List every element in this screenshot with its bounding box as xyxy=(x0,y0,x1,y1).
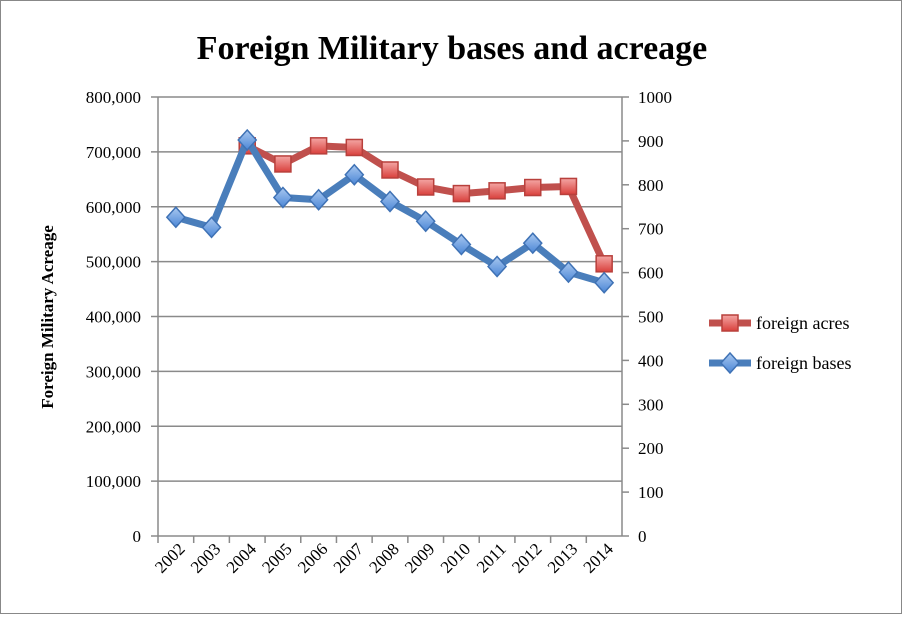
y-tick-label: 500,000 xyxy=(86,253,141,272)
data-point xyxy=(595,255,613,273)
data-point xyxy=(201,216,222,239)
data-point xyxy=(415,210,436,233)
data-point xyxy=(272,186,293,209)
x-tick-label: 2013 xyxy=(544,539,581,576)
data-point xyxy=(452,184,471,203)
y-tick-label: 800,000 xyxy=(86,88,141,107)
legend-label: foreign bases xyxy=(756,353,851,373)
y-tick-label: 100,000 xyxy=(86,472,141,491)
legend-label: foreign acres xyxy=(756,313,849,333)
data-point xyxy=(487,255,508,278)
y2-tick-label: 700 xyxy=(638,220,664,239)
data-point xyxy=(451,233,472,256)
chart-title: Foreign Military bases and acreage xyxy=(197,30,708,67)
y-tick-label: 700,000 xyxy=(86,143,141,162)
x-tick-label: 2012 xyxy=(508,539,545,576)
data-point xyxy=(381,161,399,179)
data-point xyxy=(345,138,364,157)
data-point xyxy=(488,182,506,200)
x-tick-label: 2011 xyxy=(473,539,510,576)
x-tick-label: 2002 xyxy=(151,539,188,576)
legend-marker-icon xyxy=(719,351,741,375)
data-point xyxy=(559,177,578,196)
x-tick-label: 2007 xyxy=(330,539,368,577)
y2-tick-label: 500 xyxy=(638,308,664,327)
data-point xyxy=(309,137,328,155)
data-point xyxy=(524,178,542,197)
x-tick-label: 2010 xyxy=(437,539,474,576)
y-tick-label: 200,000 xyxy=(86,417,141,436)
data-point xyxy=(344,163,365,186)
data-point xyxy=(237,128,258,152)
x-tick-label: 2009 xyxy=(401,539,438,576)
y-tick-label: 600,000 xyxy=(86,198,141,217)
y2-tick-label: 200 xyxy=(638,439,664,458)
data-point xyxy=(308,188,329,211)
data-point xyxy=(558,261,579,284)
y2-tick-label: 600 xyxy=(638,264,664,283)
data-point xyxy=(594,271,615,294)
y2-tick-label: 0 xyxy=(638,527,647,546)
y-tick-label: 0 xyxy=(133,527,142,546)
x-tick-label: 2014 xyxy=(580,539,618,577)
series-line-foreign-acres xyxy=(245,142,608,266)
y-tick-label: 400,000 xyxy=(86,308,141,327)
data-point xyxy=(274,155,292,173)
x-tick-label: 2008 xyxy=(365,539,402,576)
data-point xyxy=(379,190,401,213)
y2-tick-label: 100 xyxy=(638,483,664,502)
data-point xyxy=(165,206,186,229)
y2-tick-label: 400 xyxy=(638,351,664,370)
data-point xyxy=(522,232,543,255)
y2-tick-label: 300 xyxy=(638,395,664,414)
y2-tick-label: 1000 xyxy=(638,88,672,107)
x-tick-label: 2005 xyxy=(258,539,295,576)
legend-marker-icon xyxy=(721,314,739,332)
y-tick-label: 300,000 xyxy=(86,362,141,381)
y-axis-label: Foreign Military Acreage xyxy=(38,225,57,409)
y2-tick-label: 900 xyxy=(638,132,664,151)
x-tick-label: 2004 xyxy=(223,539,261,577)
x-tick-label: 2003 xyxy=(187,539,224,576)
y2-tick-label: 800 xyxy=(638,176,664,195)
x-tick-label: 2006 xyxy=(294,539,331,576)
data-point xyxy=(416,178,435,196)
